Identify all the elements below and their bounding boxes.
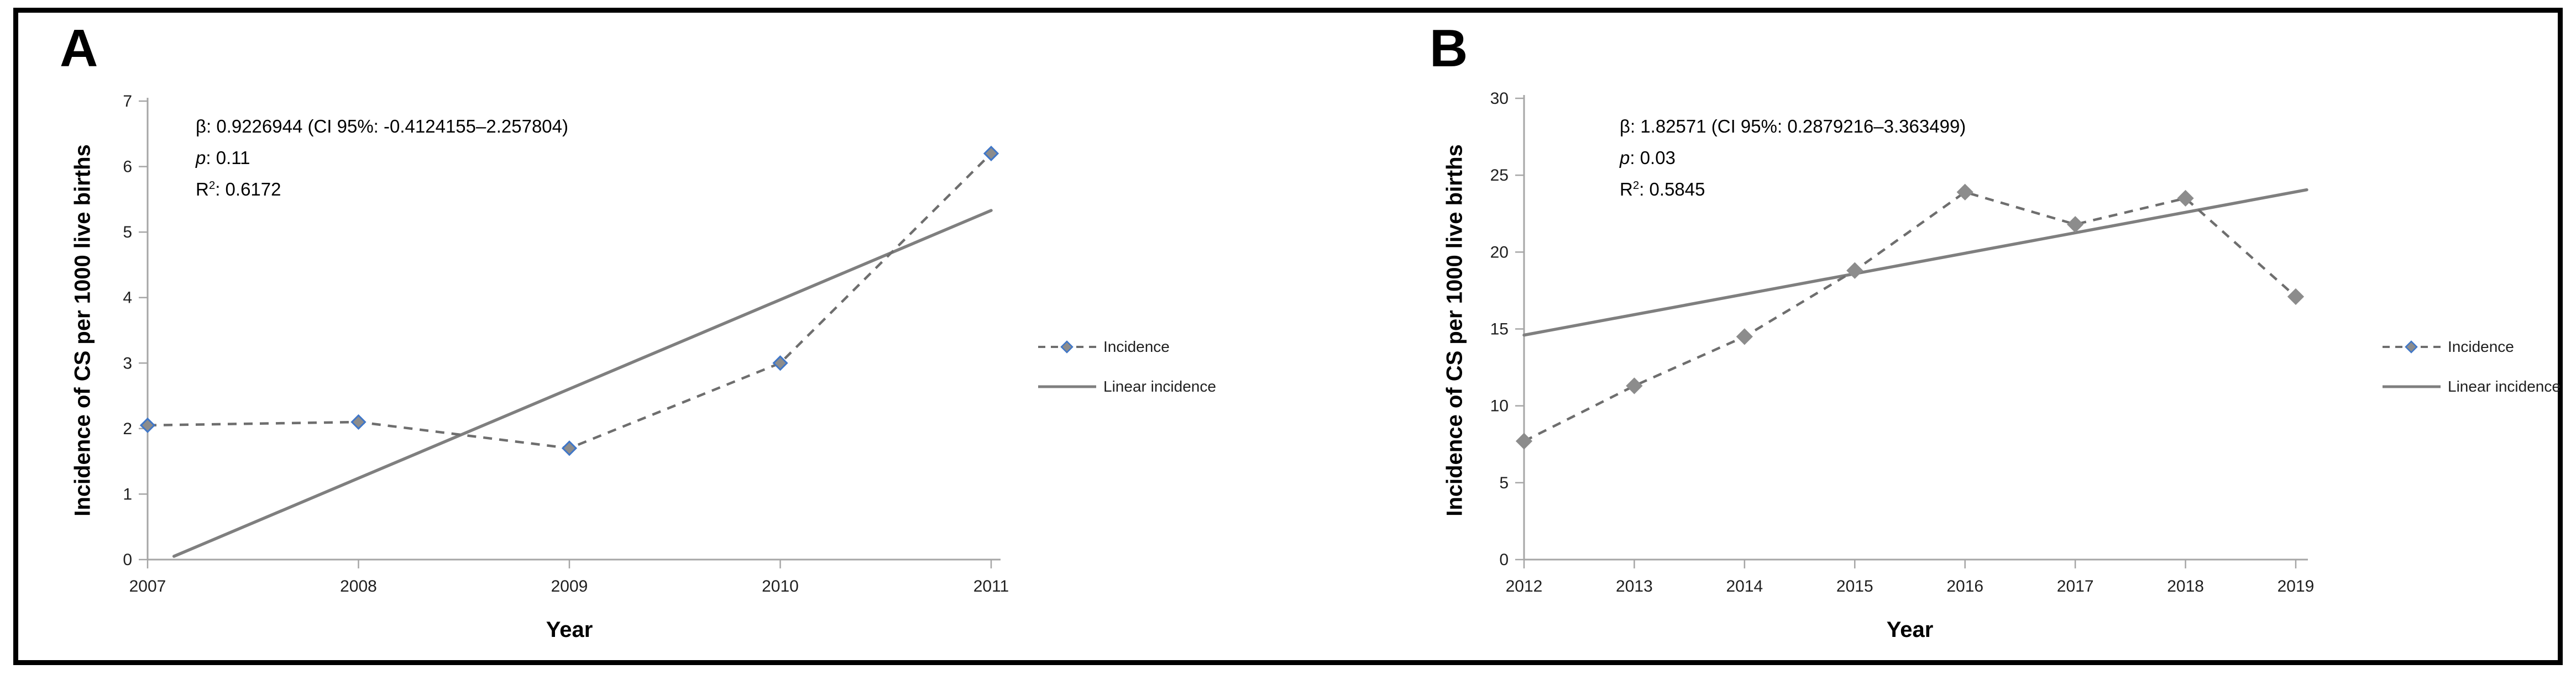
incidence-data-marker bbox=[561, 440, 578, 456]
incidence-series-line bbox=[1523, 191, 2297, 442]
x-tick-label: 2013 bbox=[1616, 577, 1653, 595]
x-tick-label: 2009 bbox=[551, 577, 588, 595]
y-tick-label: 5 bbox=[1499, 474, 1509, 492]
y-tick-label: 0 bbox=[1499, 551, 1509, 569]
incidence-data-marker bbox=[139, 417, 156, 434]
y-tick-label: 6 bbox=[123, 158, 132, 176]
panel-b-r2-line: R2: 0.5845 bbox=[1620, 179, 1705, 199]
incidence-data-marker bbox=[1956, 183, 1973, 201]
panel-b-y-axis-title: Incidence of CS per 1000 live births bbox=[1442, 144, 1467, 516]
panel-a-y-axis-title: Incidence of CS per 1000 live births bbox=[70, 144, 95, 516]
y-tick-label: 7 bbox=[123, 92, 132, 110]
y-tick-label: 0 bbox=[123, 551, 132, 569]
x-tick-label: 2008 bbox=[340, 577, 377, 595]
x-tick-label: 2016 bbox=[1946, 577, 1983, 595]
incidence-data-marker bbox=[350, 414, 366, 430]
panel-b-legend-incidence-label: Incidence bbox=[2448, 338, 2514, 355]
incidence-data-marker bbox=[772, 355, 788, 371]
incidence-data-marker bbox=[1736, 328, 1753, 345]
incidence-data-marker bbox=[983, 145, 999, 161]
y-tick-label: 4 bbox=[123, 289, 132, 307]
legend-incidence-sample-marker bbox=[1060, 340, 1074, 354]
panel-a-p-line: p: 0.11 bbox=[196, 147, 250, 168]
legend-incidence-sample-marker bbox=[2405, 340, 2418, 354]
incidence-data-marker bbox=[2067, 216, 2084, 233]
panel-b-label: B bbox=[1430, 19, 1468, 78]
panel-b-x-axis-title: Year bbox=[1886, 618, 1934, 642]
panel-b-legend-linear-incidence-label: Linear incidence bbox=[2448, 378, 2561, 395]
panel-b-stats-annotation: β: 1.82571 (CI 95%: 0.2879216–3.363499) … bbox=[1620, 110, 1966, 205]
panel-a-r2-line: R2: 0.6172 bbox=[196, 179, 281, 199]
x-tick-label: 2011 bbox=[973, 577, 1009, 595]
y-tick-label: 5 bbox=[123, 223, 132, 241]
figure-border bbox=[13, 8, 2563, 665]
incidence-data-marker bbox=[2177, 189, 2194, 207]
incidence-data-marker bbox=[1626, 377, 1643, 394]
panel-b-beta-line: β: 1.82571 (CI 95%: 0.2879216–3.363499) bbox=[1620, 116, 1966, 136]
y-tick-label: 20 bbox=[1490, 243, 1509, 261]
x-tick-label: 2017 bbox=[2057, 577, 2094, 595]
x-tick-label: 2015 bbox=[1836, 577, 1873, 595]
y-tick-label: 25 bbox=[1490, 166, 1509, 185]
y-tick-label: 2 bbox=[123, 420, 132, 438]
panel-a-legend-incidence-label: Incidence bbox=[1103, 338, 1170, 355]
y-tick-label: 10 bbox=[1490, 397, 1509, 415]
incidence-data-marker bbox=[1515, 433, 1533, 450]
incidence-data-marker bbox=[2287, 288, 2305, 305]
y-tick-label: 1 bbox=[123, 485, 132, 503]
y-tick-label: 3 bbox=[123, 354, 132, 372]
y-tick-label: 30 bbox=[1490, 89, 1509, 108]
panel-b-p-line: p: 0.03 bbox=[1620, 147, 1676, 168]
x-tick-label: 2018 bbox=[2167, 577, 2204, 595]
x-tick-label: 2014 bbox=[1726, 577, 1763, 595]
x-tick-label: 2019 bbox=[2277, 577, 2315, 595]
linear-incidence-trend-line bbox=[1522, 188, 2308, 337]
panel-a-label: A bbox=[60, 19, 98, 78]
x-tick-label: 2007 bbox=[129, 577, 166, 595]
panel-b-plot: 0 5 10 15 20 25 30 2012 2013 2014 2015 2016 2017 2018… bbox=[1490, 89, 2441, 595]
panel-a-x-axis-title: Year bbox=[546, 618, 593, 642]
panel-a-beta-line: β: 0.9226944 (CI 95%: -0.4124155–2.25780… bbox=[196, 116, 568, 136]
x-tick-label: 2012 bbox=[1506, 577, 1543, 595]
panel-a-legend-linear-incidence-label: Linear incidence bbox=[1103, 378, 1216, 395]
x-tick-label: 2010 bbox=[762, 577, 799, 595]
y-tick-label: 15 bbox=[1490, 320, 1509, 339]
linear-incidence-trend-line bbox=[172, 209, 993, 558]
panel-a-stats-annotation: β: 0.9226944 (CI 95%: -0.4124155–2.25780… bbox=[196, 110, 568, 205]
panel-a-plot: 0 1 2 3 4 5 6 7 2007 2008 2009 2010 2011 bbox=[123, 92, 1096, 595]
incidence-data-marker bbox=[1846, 262, 1863, 279]
